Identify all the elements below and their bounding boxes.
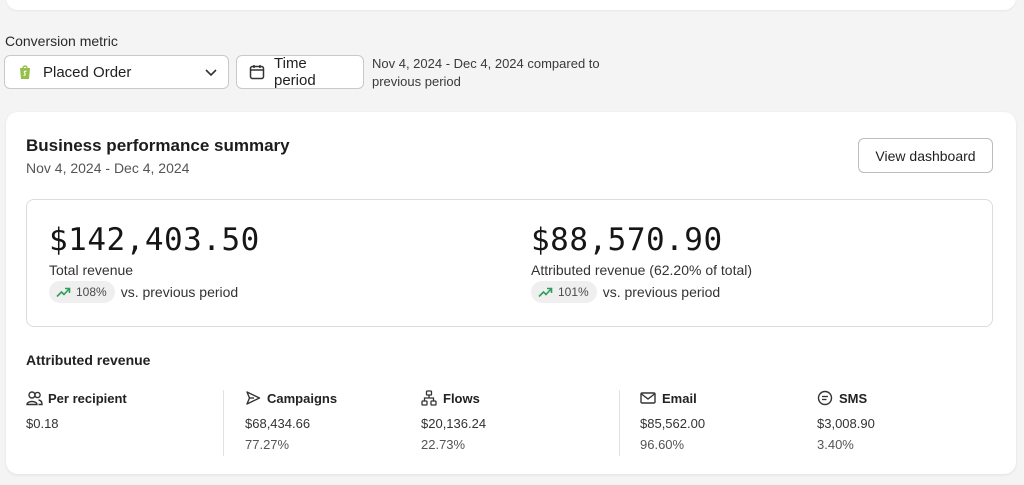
attributed-revenue-metrics: Per recipient $0.18 Campaigns $68,434.66… <box>26 388 993 458</box>
total-revenue-label: Total revenue <box>49 262 134 278</box>
metric-sms: SMS $3,008.90 3.40% <box>817 388 875 453</box>
email-name: Email <box>662 390 697 406</box>
shopify-icon <box>17 64 33 81</box>
attributed-revenue-change-badge: 101% <box>531 281 597 303</box>
attributed-revenue-vs: vs. previous period <box>602 284 721 300</box>
divider <box>619 390 620 456</box>
date-range-compare-text: Nov 4, 2024 - Dec 4, 2024 compared to pr… <box>372 56 600 89</box>
total-revenue-kpi: $142,403.50 Total revenue 108% vs. previ… <box>49 222 260 303</box>
sms-pct: 3.40% <box>817 437 854 452</box>
flows-name: Flows <box>443 390 480 406</box>
revenue-summary-box: $142,403.50 Total revenue 108% vs. previ… <box>26 199 993 327</box>
email-pct: 96.60% <box>640 437 685 452</box>
campaigns-value: $68,434.66 <box>245 416 311 431</box>
attributed-revenue-amount: $88,570.90 <box>531 222 723 258</box>
metric-flows: Flows $20,136.24 22.73% <box>421 388 486 452</box>
total-revenue-change: 108% <box>76 285 107 299</box>
attributed-revenue-trend: 101% vs. previous period <box>531 281 752 303</box>
divider <box>223 390 224 456</box>
time-period-label: Time period <box>274 55 316 89</box>
total-revenue-amount: $142,403.50 <box>49 222 260 258</box>
flows-pct: 22.73% <box>421 437 466 452</box>
total-revenue-vs: vs. previous period <box>120 284 239 300</box>
calendar-icon <box>249 64 265 80</box>
card-title: Business performance summary <box>26 136 290 155</box>
attributed-revenue-title: Attributed revenue <box>26 352 151 368</box>
campaigns-name: Campaigns <box>267 390 338 406</box>
sms-value: $3,008.90 <box>817 416 875 431</box>
business-performance-card: Business performance summary Nov 4, 2024… <box>6 112 1016 474</box>
view-dashboard-button[interactable]: View dashboard <box>858 138 993 173</box>
trend-up-icon <box>56 286 71 298</box>
total-revenue-change-badge: 108% <box>49 281 115 303</box>
trend-up-icon <box>538 286 553 298</box>
attributed-revenue-change: 101% <box>558 285 589 299</box>
campaigns-pct: 77.27% <box>245 437 290 452</box>
metric-email: Email $85,562.00 96.60% <box>640 388 706 453</box>
per-recipient-name: Per recipient <box>48 390 127 406</box>
metric-campaigns: Campaigns $68,434.66 77.27% <box>245 388 338 453</box>
metric-per-recipient: Per recipient $0.18 <box>26 388 127 432</box>
time-period-button[interactable]: Time period <box>236 55 364 89</box>
sms-icon <box>817 390 834 406</box>
attributed-revenue-label: Attributed revenue (62.20% of total) <box>531 262 753 278</box>
top-card <box>6 0 1016 10</box>
conversion-metric-label: Conversion metric <box>5 33 118 49</box>
attributed-revenue-kpi: $88,570.90 Attributed revenue (62.20% of… <box>531 222 752 303</box>
conversion-metric-select[interactable]: Placed Order <box>4 55 229 89</box>
send-icon <box>245 390 262 406</box>
mail-icon <box>640 390 657 406</box>
conversion-metric-value: Placed Order <box>43 63 132 81</box>
chevron-down-icon <box>204 65 218 79</box>
flows-icon <box>421 390 438 406</box>
email-value: $85,562.00 <box>640 416 706 431</box>
total-revenue-trend: 108% vs. previous period <box>49 281 260 303</box>
flows-value: $20,136.24 <box>421 416 487 431</box>
users-icon <box>26 390 43 406</box>
card-date-range: Nov 4, 2024 - Dec 4, 2024 <box>26 160 190 176</box>
per-recipient-value: $0.18 <box>26 416 59 431</box>
sms-name: SMS <box>839 390 868 406</box>
